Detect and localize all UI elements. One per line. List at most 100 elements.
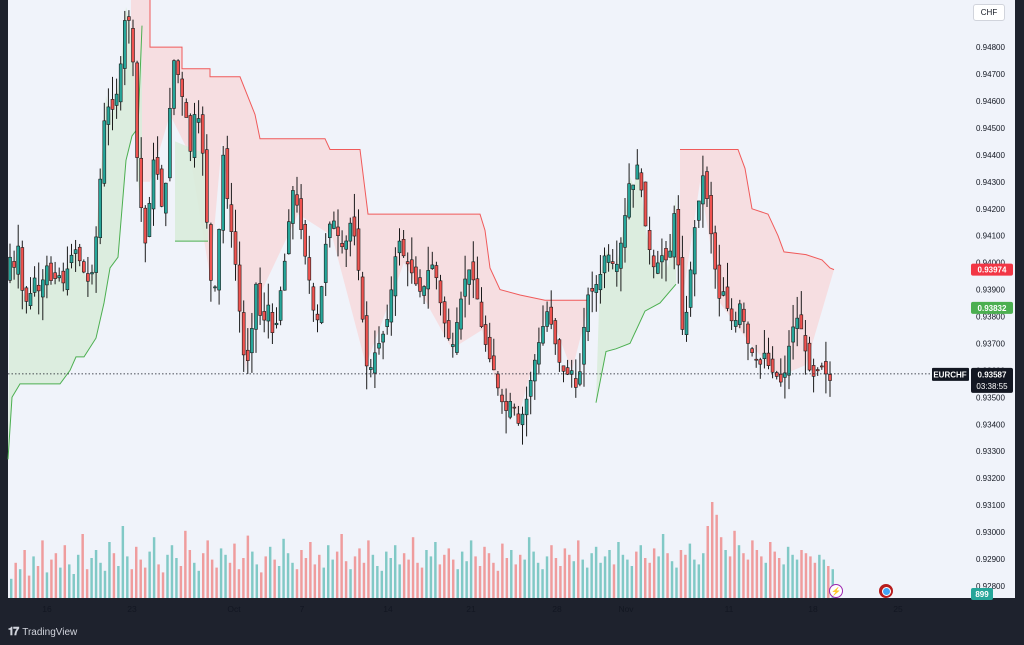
candle-body: [262, 311, 267, 321]
currency-selector[interactable]: CHF: [973, 4, 1005, 21]
volume-bar: [411, 537, 415, 598]
candle-body: [701, 175, 705, 205]
volume-bar: [108, 542, 111, 598]
price-tick-label: 0.94100: [976, 232, 1005, 241]
candle-body: [118, 63, 123, 103]
volume-bar: [50, 559, 53, 598]
volume-bar: [791, 554, 794, 598]
candle-body: [405, 261, 410, 265]
date-tick-label: 23: [127, 604, 137, 614]
volume-bar: [309, 542, 312, 598]
price-axis[interactable]: 0.94800 0.94700 0.94600 0.94500 0.94400 0.943…: [976, 43, 1005, 591]
candle-body: [655, 262, 660, 274]
volume-bar: [733, 530, 736, 598]
candle-body: [598, 274, 603, 291]
candle-body: [110, 99, 115, 110]
candle-body: [86, 273, 90, 282]
candle-body: [180, 78, 184, 97]
volume-bar: [175, 558, 178, 598]
volume-bar: [246, 535, 250, 598]
volume-bar: [518, 554, 522, 598]
candle-body: [824, 361, 828, 375]
volume-bar: [251, 551, 254, 598]
price-tick-label: 0.93800: [976, 313, 1005, 322]
time-axis[interactable]: 16 23 Oct 7 14 21 28 Nov 11 18 25: [42, 604, 903, 614]
candle-body: [135, 62, 139, 158]
candle-body: [32, 277, 37, 293]
candle-body: [282, 260, 287, 291]
candle-body: [28, 293, 33, 307]
volume-bar: [536, 562, 540, 598]
candle-body: [106, 106, 111, 125]
volume-bar: [751, 540, 754, 598]
volume-bar: [670, 561, 674, 598]
candle-body: [586, 294, 590, 332]
volume-bar: [143, 567, 147, 598]
volume-bar: [130, 569, 134, 598]
volume-bar: [818, 554, 821, 598]
candle-body: [250, 328, 254, 354]
price-chart[interactable]: 0.94800 0.94700 0.94600 0.94500 0.94400 0.943…: [0, 0, 1024, 620]
volume-bar: [492, 562, 495, 598]
volume-bar: [594, 546, 598, 598]
price-tick-label: 0.93900: [976, 286, 1005, 295]
candle-body: [205, 149, 209, 223]
price-tick-label: 0.92900: [976, 555, 1005, 564]
candle-body: [192, 114, 197, 158]
volume-bar: [166, 554, 169, 598]
lower-band-fill: [596, 160, 676, 403]
price-tick-label: 0.93700: [976, 339, 1005, 348]
tradingview-logo[interactable]: 𝟏𝟕 TradingView: [8, 626, 77, 639]
lower-band-fill: [175, 141, 208, 242]
volume-bar: [45, 572, 49, 598]
candle-body: [131, 28, 135, 63]
candle-body: [155, 157, 160, 175]
upper-band-fill: [131, 0, 590, 419]
lower-band-line: [595, 283, 677, 403]
volume-bar: [666, 553, 669, 598]
price-tick-label: 0.94200: [976, 205, 1005, 214]
volume-bar: [577, 540, 580, 598]
volume-bar: [456, 569, 459, 598]
volume-bar: [702, 553, 705, 598]
candle-body: [430, 264, 435, 269]
volume-bar: [710, 502, 714, 598]
candle-body: [770, 358, 775, 373]
volume-bar: [398, 564, 401, 598]
volume-bar: [402, 553, 406, 598]
events-icon[interactable]: [879, 584, 893, 598]
volume-bar: [148, 551, 151, 598]
price-tick-label: 0.94400: [976, 151, 1005, 160]
candle-body: [213, 286, 217, 289]
candle-body: [709, 195, 713, 235]
volume-bar: [827, 566, 830, 598]
svg-text:0.93832: 0.93832: [978, 304, 1007, 313]
volume-bar: [103, 570, 107, 598]
candle-body: [69, 254, 74, 264]
candle-body: [274, 322, 279, 326]
candle-body: [258, 282, 262, 316]
candle-body: [241, 312, 246, 356]
candle-body: [705, 171, 709, 199]
candle-body: [139, 157, 143, 208]
candle-body: [483, 324, 488, 345]
candle-body: [713, 232, 718, 270]
candle-body: [746, 323, 750, 344]
candle-body: [77, 246, 82, 262]
volume-bar: [474, 556, 477, 598]
volume-bar: [438, 564, 442, 598]
volume-bar: [465, 561, 468, 598]
volume-bar: [460, 551, 464, 598]
candle-body: [639, 172, 644, 191]
volume-bars: [10, 502, 834, 598]
volume-bar: [407, 559, 410, 598]
candle-body: [553, 320, 558, 345]
candle-body: [315, 313, 320, 321]
volume-bar: [652, 548, 656, 598]
lightning-icon[interactable]: ⚡: [829, 584, 843, 598]
candle-body: [787, 345, 791, 376]
volume-bar: [18, 569, 22, 598]
lower-band-badge: 0.93832: [971, 301, 1013, 314]
candle-body: [692, 227, 697, 275]
volume-bar: [434, 542, 437, 598]
